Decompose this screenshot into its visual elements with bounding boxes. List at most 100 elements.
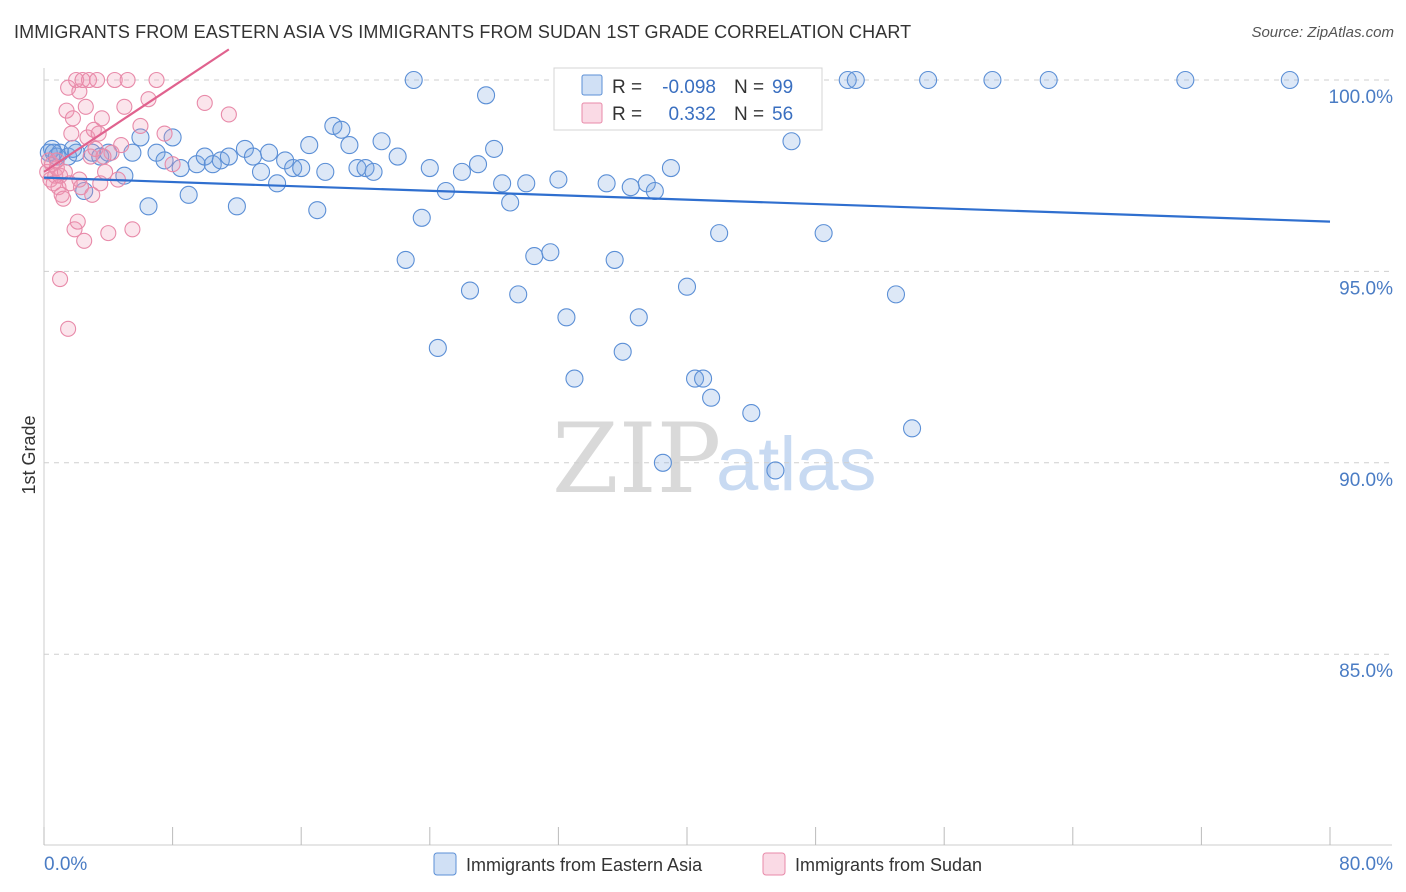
sudan-point-42 <box>119 71 136 89</box>
x-tick-label-min: 0.0% <box>44 854 87 875</box>
y-tick-label-3: 85.0% <box>1339 661 1393 682</box>
sudan-point-36 <box>100 225 117 242</box>
gridlines <box>44 79 1392 655</box>
sudan-point-38 <box>106 71 123 89</box>
eastern-asia-point-52 <box>468 155 488 174</box>
sudan-point-16 <box>64 110 81 127</box>
eastern-asia-point-91 <box>902 419 922 438</box>
eastern-asia-point-77 <box>694 369 713 388</box>
eastern-asia-point-61 <box>549 170 568 189</box>
eastern-asia-point-79 <box>710 224 729 243</box>
trend-line-eastern-asia <box>43 176 1331 223</box>
eastern-asia-point-34 <box>308 201 327 220</box>
eastern-asia-point-83 <box>766 461 785 480</box>
stats-legend: R = -0.098 N = 99 R = 0.332 N = 56 <box>553 67 823 131</box>
sudan-point-41 <box>116 98 133 115</box>
eastern-asia-point-45 <box>404 70 423 90</box>
eastern-asia-point-50 <box>452 162 472 181</box>
eastern-asia-point-81 <box>742 403 761 423</box>
eastern-asia-point-46 <box>412 208 431 227</box>
sudan-point-15 <box>63 125 80 142</box>
stats-r-label-blue: R = <box>612 77 642 98</box>
eastern-asia-point-32 <box>292 158 311 178</box>
x-tick-label-max: 80.0% <box>1339 854 1393 875</box>
eastern-asia-point-72 <box>645 181 664 201</box>
stats-n-label-pink: N = <box>734 104 764 125</box>
sudan-point-31 <box>88 71 106 89</box>
eastern-asia-point-29 <box>268 174 287 193</box>
stats-n-label-blue: N = <box>734 77 764 98</box>
eastern-asia-point-59 <box>525 247 544 266</box>
eastern-asia-point-63 <box>565 369 584 388</box>
eastern-asia-point-67 <box>605 250 624 269</box>
bottom-legend: Immigrants from Eastern Asia Immigrants … <box>433 852 982 876</box>
stats-swatch-blue <box>581 74 603 96</box>
chart-title: IMMIGRANTS FROM EASTERN ASIA VS IMMIGRAN… <box>14 22 912 42</box>
eastern-asia-point-85 <box>782 132 801 151</box>
eastern-asia-point-95 <box>1176 70 1195 90</box>
eastern-asia-point-37 <box>332 120 351 139</box>
legend-label-eastern-asia: Immigrants from Eastern Asia <box>466 855 703 875</box>
eastern-asia-point-75 <box>677 277 697 296</box>
eastern-asia-point-51 <box>460 281 480 300</box>
eastern-asia-point-27 <box>251 162 271 181</box>
eastern-asia-point-43 <box>388 147 407 166</box>
sudan-point-27 <box>82 148 99 165</box>
eastern-asia-point-15 <box>155 151 174 170</box>
eastern-asia-point-13 <box>139 197 158 216</box>
eastern-asia-point-66 <box>597 174 616 193</box>
sudan-point-51 <box>52 271 69 288</box>
trend-line-sudan <box>43 48 230 173</box>
sudan-point-34 <box>93 110 110 127</box>
eastern-asia-point-69 <box>621 178 640 197</box>
axes <box>43 68 1392 846</box>
eastern-asia-point-89 <box>846 70 865 90</box>
eastern-asia-point-60 <box>541 243 560 262</box>
sudan-point-45 <box>140 91 157 108</box>
eastern-asia-point-28 <box>259 143 279 162</box>
stats-swatch-pink <box>581 102 603 124</box>
stats-r-value-blue: -0.098 <box>662 77 716 98</box>
x-tick-labels: 0.0% 80.0% <box>44 854 1393 875</box>
eastern-asia-point-55 <box>493 174 512 193</box>
sudan-point-55 <box>95 148 112 165</box>
eastern-asia-point-44 <box>396 250 415 269</box>
eastern-asia-point-74 <box>661 158 680 178</box>
sudan-point-24 <box>77 98 94 115</box>
eastern-asia-point-48 <box>428 338 447 358</box>
sudan-point-50 <box>220 106 237 123</box>
trend-lines <box>43 48 1331 223</box>
eastern-asia-point-47 <box>420 158 439 178</box>
stats-r-value-pink: 0.332 <box>668 104 716 125</box>
eastern-asia-point-68 <box>613 342 632 361</box>
eastern-asia-point-41 <box>364 162 383 181</box>
sudan-point-48 <box>164 156 181 173</box>
eastern-asia-point-18 <box>179 185 198 204</box>
eastern-asia-point-54 <box>485 139 504 158</box>
stats-n-value-pink: 56 <box>772 104 793 125</box>
sudan-point-52 <box>60 320 77 337</box>
eastern-asia-point-9 <box>99 143 118 162</box>
sudan-point-40 <box>113 137 130 154</box>
eastern-asia-point-57 <box>509 285 528 304</box>
sudan-point-46 <box>148 71 165 89</box>
sudan-point-43 <box>124 221 141 238</box>
eastern-asia-point-23 <box>219 147 238 166</box>
sudan-point-47 <box>156 125 173 142</box>
y-tick-label-1: 95.0% <box>1339 278 1393 299</box>
y-tick-labels: 100.0% 95.0% 90.0% 85.0% <box>1329 87 1394 682</box>
eastern-asia-point-87 <box>814 224 833 243</box>
eastern-asia-point-78 <box>702 388 721 407</box>
eastern-asia-point-11 <box>131 128 150 147</box>
eastern-asia-point-16 <box>163 128 182 147</box>
eastern-asia-point-90 <box>886 285 906 304</box>
sudan-point-19 <box>69 213 86 230</box>
eastern-asia-point-96 <box>1280 70 1299 90</box>
eastern-asia-point-92 <box>919 70 938 90</box>
eastern-asia-point-56 <box>501 193 520 212</box>
sudan-point-53 <box>48 152 65 169</box>
eastern-asia-point-26 <box>243 147 263 166</box>
source-label: Source: ZipAtlas.com <box>1251 24 1394 41</box>
eastern-asia-point-58 <box>517 174 536 193</box>
eastern-asia-point-94 <box>1039 70 1058 90</box>
